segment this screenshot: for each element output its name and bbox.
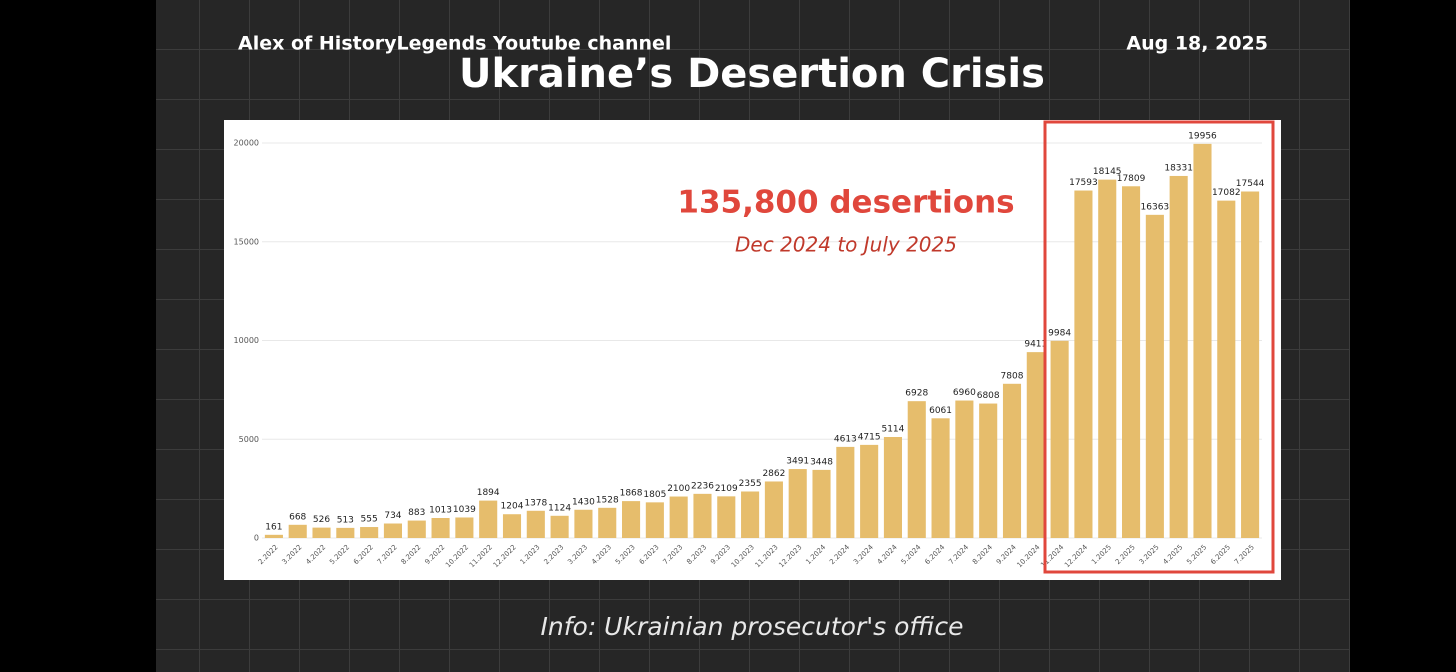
value-label: 513 [337, 515, 354, 525]
value-label: 1894 [477, 488, 500, 498]
bar [645, 502, 664, 538]
value-label: 1124 [548, 503, 571, 513]
channel: Alex of HistoryLegends Youtube channel [238, 33, 671, 55]
value-label: 555 [361, 515, 378, 525]
bar [550, 515, 569, 538]
bar [455, 517, 474, 538]
value-label: 9984 [1048, 328, 1071, 338]
bar [1074, 190, 1093, 538]
value-label: 668 [289, 512, 306, 522]
value-label: 3491 [786, 457, 809, 467]
bar [312, 527, 331, 538]
value-label: 883 [408, 508, 425, 518]
y-tick-label: 10000 [234, 336, 259, 345]
value-label: 4613 [834, 434, 857, 444]
value-label: 526 [313, 515, 330, 525]
value-label: 6928 [905, 389, 928, 399]
value-label: 6960 [953, 388, 976, 398]
bar [1026, 352, 1045, 538]
value-label: 9411 [1024, 340, 1047, 350]
bar [360, 527, 379, 538]
bar [979, 403, 998, 538]
annotation-subtitle: Dec 2024 to July 2025 [735, 233, 957, 257]
bar [383, 523, 402, 538]
value-label: 2109 [715, 484, 738, 494]
value-label: 4715 [858, 432, 881, 442]
y-tick-label: 15000 [234, 237, 259, 246]
value-label: 17809 [1117, 174, 1146, 184]
bar [574, 509, 593, 538]
value-label: 1430 [572, 497, 595, 507]
bar [955, 400, 974, 538]
bar [883, 436, 902, 538]
value-label: 6061 [929, 406, 952, 416]
bar [836, 446, 855, 538]
bar [502, 514, 522, 538]
bar [669, 496, 688, 538]
bar [788, 469, 807, 538]
bar [1193, 143, 1212, 538]
value-label: 18331 [1164, 163, 1193, 173]
value-label: 5114 [881, 424, 904, 434]
bar [812, 469, 831, 538]
bar [288, 524, 307, 538]
value-label: 1805 [643, 490, 666, 500]
value-label: 16363 [1141, 202, 1170, 212]
bar [1169, 175, 1188, 538]
value-label: 17544 [1236, 179, 1265, 189]
value-label: 734 [384, 511, 401, 521]
bar [407, 520, 426, 538]
value-label: 7808 [1001, 371, 1024, 381]
value-label: 6808 [977, 391, 1000, 401]
value-label: 1868 [620, 489, 643, 499]
value-label: 161 [265, 522, 282, 532]
value-label: 19956 [1188, 131, 1217, 141]
bar [1145, 214, 1164, 538]
y-tick-label: 5000 [239, 435, 259, 444]
value-label: 2236 [691, 481, 714, 491]
value-label: 1013 [429, 505, 452, 515]
bar [717, 496, 736, 538]
highlight-box [1043, 120, 1275, 574]
bar [479, 500, 498, 538]
bar [431, 517, 450, 538]
bar [1122, 186, 1141, 538]
bar [264, 534, 283, 538]
value-label: 2100 [667, 484, 690, 494]
value-label: 2862 [762, 469, 785, 479]
value-label: 1378 [524, 498, 547, 508]
bar [693, 493, 712, 538]
bar [860, 444, 879, 538]
bar [931, 418, 950, 538]
bar [1217, 200, 1236, 538]
value-label: 17082 [1212, 188, 1241, 198]
annotation: 135,800 desertions [677, 185, 1014, 221]
value-label: 17593 [1069, 178, 1098, 188]
chart-title: Ukraine’s Desertion Crisis [459, 51, 1045, 97]
value-label: 3448 [810, 457, 833, 467]
bar [526, 510, 545, 538]
bar [598, 507, 617, 538]
bar [764, 481, 783, 538]
bar [1050, 340, 1069, 538]
value-label: 18145 [1093, 167, 1122, 177]
bar [1241, 191, 1260, 539]
value-label: 1204 [501, 502, 524, 512]
value-label: 1039 [453, 505, 476, 515]
source: Info: Ukrainian prosecutor's office [541, 612, 964, 641]
value-label: 1528 [596, 495, 619, 505]
bar [1002, 383, 1022, 538]
value-label: 2355 [739, 479, 762, 489]
bar [741, 491, 760, 538]
bar [907, 401, 926, 538]
date: Aug 18, 2025 [1126, 33, 1268, 55]
bar [336, 527, 355, 538]
y-tick-label: 20000 [234, 139, 259, 148]
bar [1098, 179, 1117, 539]
bar [622, 501, 641, 538]
y-tick-label: 0 [254, 534, 259, 543]
